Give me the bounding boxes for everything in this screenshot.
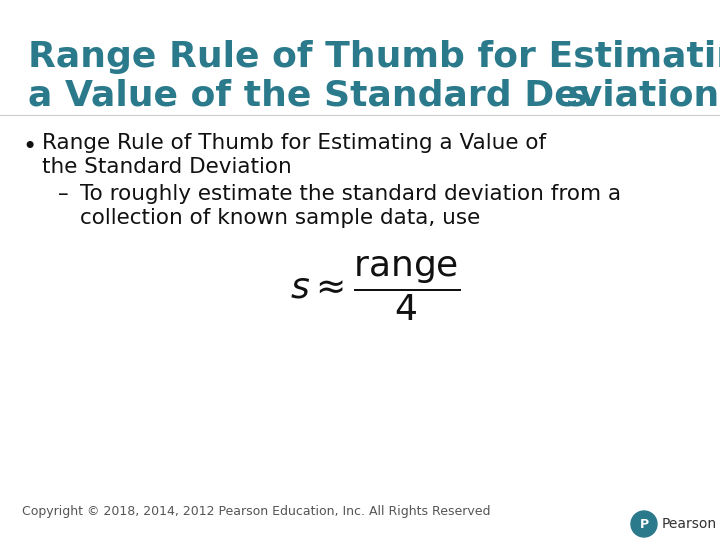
Circle shape [631,511,657,537]
Text: s: s [567,78,588,112]
Text: collection of known sample data, use: collection of known sample data, use [80,208,480,228]
Text: a Value of the Standard Deviation: a Value of the Standard Deviation [28,78,720,112]
Text: Pearson: Pearson [662,517,717,531]
Text: –: – [58,184,68,204]
Text: P: P [639,517,649,530]
Text: $s \approx \dfrac{\mathrm{range}}{4}$: $s \approx \dfrac{\mathrm{range}}{4}$ [290,255,460,323]
Text: To roughly estimate the standard deviation from a: To roughly estimate the standard deviati… [80,184,621,204]
Text: the Standard Deviation: the Standard Deviation [42,157,292,177]
Text: Range Rule of Thumb for Estimating a Value of: Range Rule of Thumb for Estimating a Val… [42,133,546,153]
Text: •: • [22,135,36,159]
Text: Copyright © 2018, 2014, 2012 Pearson Education, Inc. All Rights Reserved: Copyright © 2018, 2014, 2012 Pearson Edu… [22,505,490,518]
Text: Range Rule of Thumb for Estimating: Range Rule of Thumb for Estimating [28,40,720,74]
